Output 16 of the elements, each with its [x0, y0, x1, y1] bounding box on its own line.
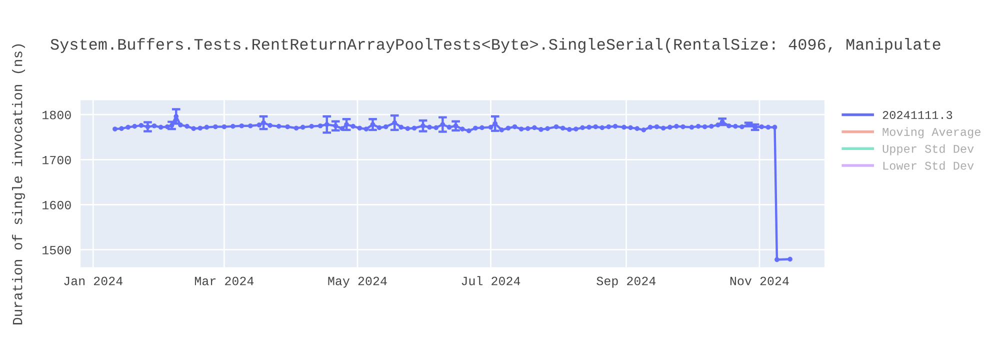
y-tick-label: 1700: [42, 156, 71, 164]
y-tick-label: 1500: [42, 246, 71, 254]
chart-title: System.Buffers.Tests.RentReturnArrayPoolTests<Byte>.SingleSerial(RentalSize: 4096, Manipulate: [50, 38, 940, 53]
y-tick-label: 1600: [42, 200, 71, 210]
y-axis-title: Duration of single invocation (ns): [12, 44, 25, 324]
x-tick-label: May 2024: [328, 276, 387, 288]
x-tick-label: Mar 2024: [194, 276, 254, 286]
x-tick-label: Nov 2024: [730, 276, 789, 286]
legend-label: Moving Average: [882, 127, 980, 138]
y-tick-label: 1800: [42, 110, 71, 120]
x-tick-label: Sep 2024: [596, 276, 656, 288]
x-tick-label: Jul 2024: [462, 276, 520, 286]
legend-label: Lower Std Dev: [883, 161, 974, 170]
legend-label: 20241111.3: [882, 111, 952, 120]
x-tick-label: Jan 2024: [64, 276, 122, 286]
legend-label: Upper Std Dev: [882, 144, 974, 156]
